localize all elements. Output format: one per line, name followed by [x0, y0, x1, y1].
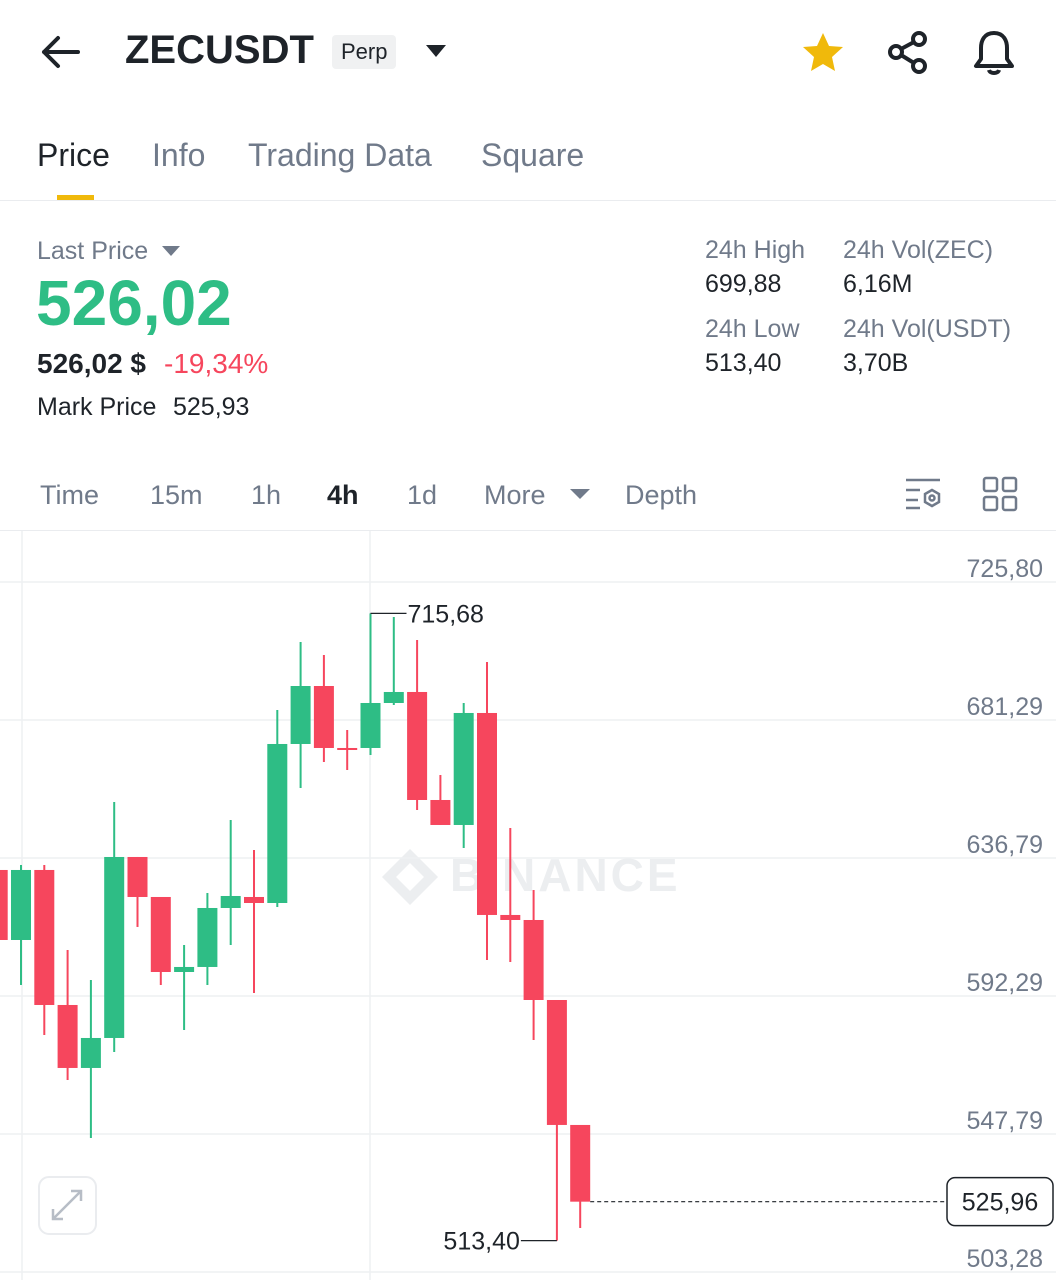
divider	[0, 530, 1056, 531]
candle-body	[337, 747, 358, 751]
interval[interactable]: Depth	[625, 480, 698, 510]
dropdown-icon[interactable]	[424, 42, 448, 60]
low-label: 513,40	[443, 1228, 519, 1256]
tab[interactable]: Price	[37, 137, 110, 173]
settings-icon[interactable]	[904, 476, 944, 512]
change: -19,34%	[164, 348, 269, 379]
candle-body	[104, 856, 125, 1038]
candle-body	[220, 895, 241, 908]
candle-body	[80, 1037, 101, 1068]
interval[interactable]: More	[484, 480, 546, 510]
candle-body	[11, 869, 31, 940]
stat-label: 24h Low	[705, 315, 800, 343]
stat-label: 24h Vol(USDT)	[843, 315, 1012, 343]
interval[interactable]: 15m	[150, 480, 203, 510]
candle-body	[360, 702, 381, 748]
last-price: 526,02	[36, 267, 232, 339]
y-tick-label: 547,79	[967, 1107, 1043, 1135]
interval[interactable]: 1d	[407, 480, 438, 510]
tab[interactable]: Trading Data	[248, 137, 432, 173]
last-price-box	[946, 1176, 1054, 1227]
symbol[interactable]: ZECUSDT	[125, 28, 314, 72]
y-tick-label: 592,29	[967, 969, 1043, 997]
stat-value: 699,88	[705, 270, 782, 298]
alert-icon[interactable]	[970, 28, 1018, 76]
favorite-icon[interactable]	[800, 30, 846, 76]
fiat-price: 526,02 $	[37, 348, 146, 379]
stat-label: 24h Vol(ZEC)	[843, 236, 994, 264]
y-tick-label: 725,80	[967, 555, 1043, 583]
stat-value: 513,40	[705, 349, 782, 377]
y-tick-label: 636,79	[967, 831, 1043, 859]
high-label: 715,68	[408, 600, 484, 628]
stat-value: 3,70B	[843, 349, 909, 377]
candle-body	[174, 966, 195, 972]
candle-body	[453, 712, 474, 825]
candle-body	[383, 691, 404, 703]
interval[interactable]: 1h	[251, 480, 282, 510]
candle-body	[267, 743, 288, 903]
last-price-label[interactable]: Last Price	[37, 237, 149, 265]
y-tick-label: 681,29	[967, 693, 1043, 721]
back-icon[interactable]	[38, 30, 84, 76]
stat-label: 24h High	[705, 236, 806, 264]
mark-price-label: Mark Price	[37, 393, 157, 421]
y-tick-label: 503,28	[967, 1245, 1043, 1273]
interval[interactable]: Time	[40, 480, 99, 510]
divider	[0, 200, 1056, 201]
candle-body	[500, 914, 521, 920]
dropdown-icon	[162, 246, 180, 256]
share-icon[interactable]	[886, 30, 932, 76]
watermark-logo	[382, 849, 438, 905]
dropdown-icon	[570, 489, 590, 499]
candle-body	[290, 686, 311, 744]
candle-body	[244, 896, 264, 903]
candle-body	[0, 869, 8, 940]
candle-body	[430, 799, 451, 825]
tab[interactable]: Square	[481, 137, 585, 173]
candle-body	[570, 1124, 591, 1202]
candle-body	[477, 712, 497, 915]
candle-body	[197, 907, 218, 967]
fullscreen-button[interactable]	[38, 1176, 98, 1236]
badge: Perp	[332, 35, 397, 69]
candle-body	[313, 686, 334, 748]
layout-icon[interactable]	[982, 476, 1018, 512]
candle-body	[34, 869, 55, 1005]
interval[interactable]: 4h	[327, 480, 359, 510]
candle-body	[523, 919, 544, 1000]
candle-body	[546, 999, 567, 1125]
candle-body	[127, 856, 148, 897]
candle-body	[57, 1004, 78, 1068]
chart: BINANCE725,80681,29636,79592,29547,79503…	[0, 531, 1056, 1280]
candle-body	[407, 691, 428, 800]
tab[interactable]: Info	[152, 137, 206, 173]
candle-body	[150, 896, 171, 972]
tab-indicator	[57, 195, 94, 201]
stat-value: 6,16M	[843, 270, 913, 298]
mark-price: 525,93	[173, 393, 250, 421]
last-price-label: 525,96	[962, 1189, 1038, 1217]
